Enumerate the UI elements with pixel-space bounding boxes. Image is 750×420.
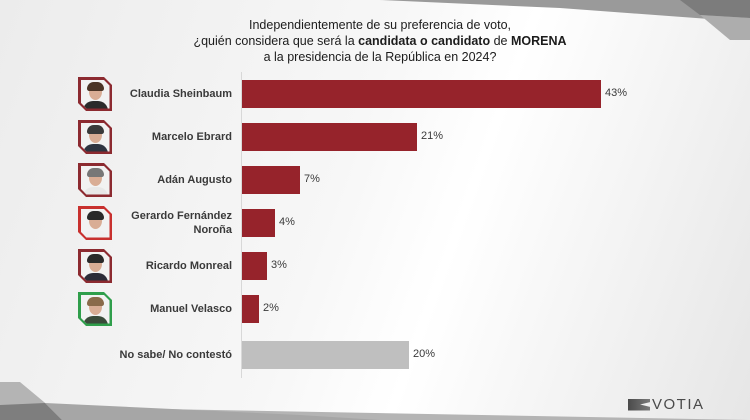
candidate-photo <box>78 206 112 240</box>
votia-logo-mark-icon <box>628 398 650 411</box>
bar <box>242 166 300 194</box>
title-party: MORENA <box>510 34 567 48</box>
votia-logo-text: VOTIA <box>652 396 705 413</box>
votia-logo: VOTIA <box>628 396 705 413</box>
data-label: 4% <box>279 216 295 228</box>
data-label: 21% <box>421 130 444 142</box>
title-emphasis: candidata o candidato <box>358 34 491 48</box>
chart-row: Marcelo Ebrard 21% <box>0 119 750 155</box>
category-label-line: Noroña <box>193 224 233 236</box>
category-label-line: Ricardo Monreal <box>145 260 232 272</box>
candidate-photo <box>78 249 112 283</box>
category-label: Adán Augusto <box>102 173 232 187</box>
title-text: ¿quién considera que será la <box>193 34 359 48</box>
title-text: de <box>490 34 511 48</box>
portrait-icon <box>80 122 110 152</box>
chart-title: Independientemente de su preferencia de … <box>150 17 610 65</box>
data-label: 3% <box>271 259 287 271</box>
category-label: Marcelo Ebrard <box>102 130 232 144</box>
category-label-line: Claudia Sheinbaum <box>129 88 232 100</box>
bar <box>242 80 601 108</box>
category-label: Gerardo Fernández Noroña <box>102 209 232 237</box>
title-line-2: ¿quién considera que será la candidata o… <box>150 33 610 49</box>
category-label: No sabe/ No contestó <box>102 348 232 362</box>
bar <box>242 252 267 280</box>
chart-row: No sabe/ No contestó 20% <box>0 337 750 373</box>
bar <box>242 209 275 237</box>
title-line-3: a la presidencia de la República en 2024… <box>263 50 497 64</box>
chart-row: Adán Augusto 7% <box>0 162 750 198</box>
bar <box>242 123 417 151</box>
bar <box>242 295 259 323</box>
data-label: 2% <box>263 302 279 314</box>
chart-row: Claudia Sheinbaum 43% <box>0 76 750 112</box>
chart-row: Manuel Velasco 2% <box>0 291 750 327</box>
data-label: 7% <box>304 173 320 185</box>
category-label: Ricardo Monreal <box>102 259 232 273</box>
category-label-line: Marcelo Ebrard <box>151 131 232 143</box>
category-label-line: Gerardo Fernández <box>131 210 232 222</box>
chart-row: Ricardo Monreal 3% <box>0 248 750 284</box>
portrait-icon <box>80 165 110 195</box>
category-axis-line <box>241 72 242 378</box>
portrait-icon <box>80 251 110 281</box>
candidate-photo <box>78 120 112 154</box>
portrait-icon <box>80 208 110 238</box>
category-label: Manuel Velasco <box>102 302 232 316</box>
category-label: Claudia Sheinbaum <box>102 87 232 101</box>
bar <box>242 341 409 369</box>
chart-row: Gerardo Fernández Noroña 4% <box>0 205 750 241</box>
candidate-photo <box>78 77 112 111</box>
title-line-1: Independientemente de su preferencia de … <box>249 18 511 32</box>
category-label-line: Adán Augusto <box>157 174 232 186</box>
category-label-line: Manuel Velasco <box>150 303 232 315</box>
portrait-icon <box>80 79 110 109</box>
category-label-line: No sabe/ No contestó <box>119 349 232 361</box>
data-label: 20% <box>413 348 436 360</box>
candidate-photo <box>78 163 112 197</box>
candidate-photo <box>78 292 112 326</box>
data-label: 43% <box>605 87 628 99</box>
portrait-icon <box>80 294 110 324</box>
